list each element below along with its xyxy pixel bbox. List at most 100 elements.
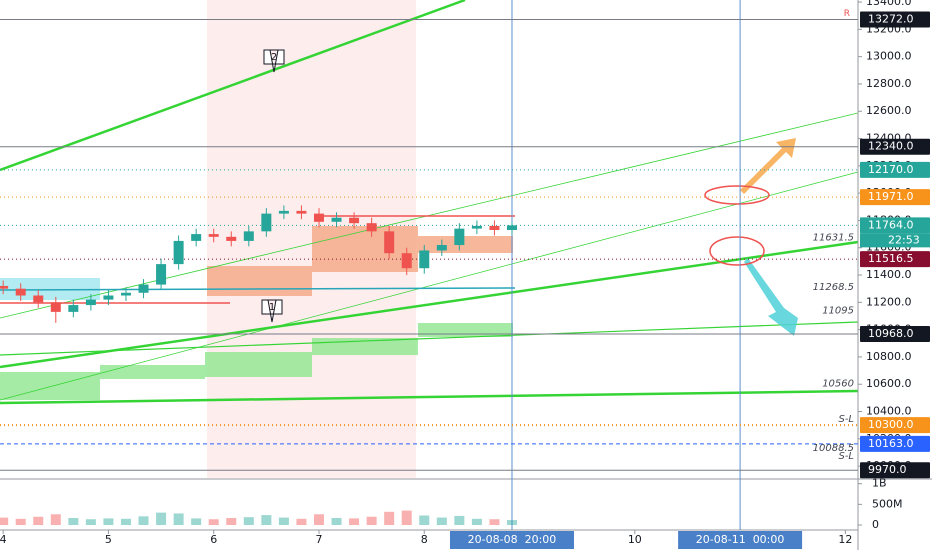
candle-body xyxy=(15,288,26,296)
circle-mark xyxy=(709,236,765,266)
price-tag-label: 11764.0 xyxy=(868,218,914,231)
x-tick-label: 10 xyxy=(628,533,642,546)
x-tick-label: 7 xyxy=(315,533,322,546)
candle-body xyxy=(50,302,61,312)
trend-line xyxy=(0,240,859,369)
level-note: S-L xyxy=(838,414,854,425)
volume-bar xyxy=(506,520,517,525)
marker-tag xyxy=(678,531,803,549)
price-tag xyxy=(860,435,930,452)
zone-box xyxy=(418,323,513,337)
volume-bar xyxy=(173,513,184,525)
x-tick-label: 12 xyxy=(838,533,852,546)
level-note: S-L xyxy=(838,451,854,462)
candle-body xyxy=(191,234,202,241)
x-tick-label: 8 xyxy=(421,533,428,546)
level-segment xyxy=(0,287,516,291)
volume-bar xyxy=(33,516,44,525)
trend-line xyxy=(0,321,859,356)
marker-label: 20-08-08 20:00 xyxy=(468,533,557,546)
candle-body xyxy=(506,225,517,230)
volume-bar xyxy=(261,515,272,525)
candle-body xyxy=(103,295,114,300)
volume-bar xyxy=(208,519,219,525)
candle-body xyxy=(243,231,254,241)
level-note: 11631.5 xyxy=(813,232,854,243)
zone-box xyxy=(205,352,312,377)
arrow xyxy=(744,258,798,336)
x-tick-label: 4 xyxy=(0,533,7,546)
v-tick-label: 500M xyxy=(872,497,903,510)
volume-bar xyxy=(349,518,360,525)
callout-box xyxy=(261,299,283,323)
candle-body xyxy=(278,210,289,214)
price-tag-label: 9970.0 xyxy=(868,463,907,476)
x-tick-label: 5 xyxy=(105,533,112,546)
volume-bar xyxy=(50,514,61,525)
price-tag xyxy=(860,189,930,206)
volume-bar xyxy=(331,517,342,525)
y-tick-label: 11200.0 xyxy=(866,295,912,308)
volume-bar xyxy=(436,517,447,525)
price-tag xyxy=(860,417,930,434)
volume-bar xyxy=(103,518,114,525)
candle-body xyxy=(0,285,9,289)
y-tick-label: 12600.0 xyxy=(866,104,912,117)
price-tag xyxy=(860,161,930,178)
price-tag-label: 10300.0 xyxy=(868,418,914,431)
candle-body xyxy=(173,240,184,265)
price-tag xyxy=(860,11,930,28)
price-tag xyxy=(860,138,930,155)
zone-box xyxy=(100,365,205,379)
candle-body xyxy=(349,217,360,224)
marker-label: 20-08-11 00:00 xyxy=(696,533,785,546)
y-tick-label: 10600.0 xyxy=(866,377,912,390)
trend-line xyxy=(0,0,466,172)
circle-mark xyxy=(704,185,770,205)
price-tag-label: 13272.0 xyxy=(868,13,914,26)
volume-bar xyxy=(419,515,430,525)
zone-box xyxy=(312,226,418,272)
countdown-label: 22:53 xyxy=(888,233,920,246)
level-note: 11095 xyxy=(822,306,854,317)
candle-body xyxy=(366,223,377,232)
trend-line xyxy=(0,171,859,401)
candle-body xyxy=(33,295,44,303)
price-tag xyxy=(860,251,930,268)
y-tick-label: 10400.0 xyxy=(866,405,912,418)
candle-body xyxy=(419,250,430,269)
volume-bar xyxy=(68,517,79,525)
volume-bar xyxy=(489,519,500,525)
volume-bar xyxy=(15,518,26,525)
price-tag-label: 12170.0 xyxy=(868,163,914,176)
level-note: 10088.5 xyxy=(813,443,854,454)
candle-body xyxy=(261,213,272,232)
candle-body xyxy=(226,236,237,241)
trend-line xyxy=(0,389,859,405)
x-tick-label: 6 xyxy=(210,533,217,546)
volume-bar xyxy=(471,518,482,525)
countdown-tag xyxy=(860,233,930,248)
level-note: 11268.5 xyxy=(813,282,854,293)
y-tick-label: 12800.0 xyxy=(866,77,912,90)
volume-bar xyxy=(0,517,9,525)
zone-box xyxy=(207,266,312,296)
candle-body xyxy=(331,217,342,222)
price-tag xyxy=(860,325,930,342)
level-note: 10560 xyxy=(822,379,854,390)
price-tag-label: 11516.5 xyxy=(868,252,914,265)
candle-body xyxy=(85,299,96,306)
volume-bar xyxy=(296,518,307,525)
candle-body xyxy=(120,292,131,296)
volume-bar xyxy=(138,516,149,525)
candle-body xyxy=(138,284,149,293)
y-tick-label: 13400.0 xyxy=(866,0,912,8)
candle-body xyxy=(296,210,307,214)
arrow xyxy=(740,138,796,194)
y-tick-label: 10800.0 xyxy=(866,350,912,363)
price-tag xyxy=(860,217,930,234)
price-tag-label: 12340.0 xyxy=(868,140,914,153)
v-tick-label: 1B xyxy=(872,477,887,490)
y-tick-label: 13000.0 xyxy=(866,50,912,63)
